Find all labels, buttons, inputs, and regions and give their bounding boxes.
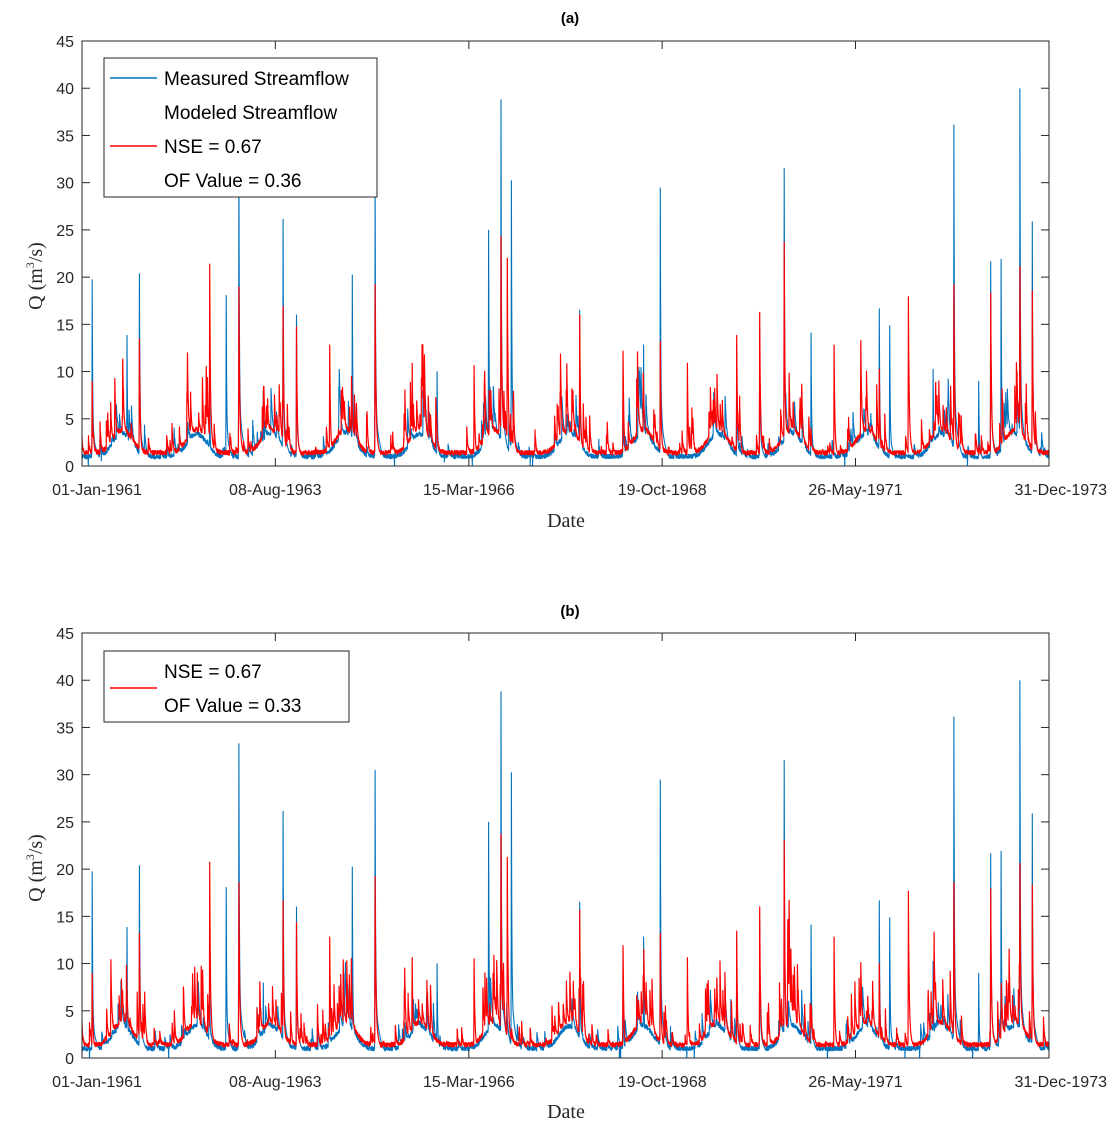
panel-b-axes-box: [81, 632, 1050, 1059]
panel-b-measured-line: [81, 680, 1050, 1059]
panel-a-legend-entry-3: NSE = 0.67: [164, 137, 262, 158]
panel-a-title: (a): [561, 10, 579, 27]
panel-b-y-tick-label: 45: [56, 626, 74, 643]
panel-a-y-label-main: Q (m: [25, 268, 47, 310]
panel-a-x-tick-label: 26-May-1971: [808, 482, 902, 499]
panel-b-x-tick-label: 15-Mar-1966: [423, 1074, 515, 1091]
panel-b-y-tick-label: 20: [56, 862, 74, 879]
panel-a-legend-entry-4: OF Value = 0.36: [164, 171, 301, 192]
panel-a-y-tick-label: 35: [56, 128, 74, 145]
panel-b-x-tick-label: 08-Aug-1963: [229, 1074, 322, 1091]
panel-b-y-tick-label: 10: [56, 957, 74, 974]
panel-b-y-tick-label: 0: [65, 1051, 74, 1068]
panel-b-modeled-line: [81, 833, 1050, 1048]
panel-b-y-tick-label: 25: [56, 815, 74, 832]
panel-a-x-tick-label: 01-Jan-1961: [52, 482, 142, 499]
panel-a: (a) 0 5 10 15 20 25 30 35 40 45 01-Jan-1961 08-Aug…: [23, 10, 1107, 532]
panel-a-series: [81, 88, 1050, 467]
panel-a-y-tick-label: 30: [56, 176, 74, 193]
panel-b-x-tick-label: 19-Oct-1968: [618, 1074, 707, 1091]
panel-b-y-label-end: /s): [25, 834, 47, 854]
panel-a-y-label-sup: 3: [23, 262, 37, 268]
panel-a-y-tick-label: 15: [56, 317, 74, 334]
panel-b-x-tick-label: 26-May-1971: [808, 1074, 902, 1091]
panel-b-legend-box: [103, 650, 350, 723]
panel-b-y-tick-label: 15: [56, 909, 74, 926]
panel-b-series: [81, 680, 1050, 1059]
panel-b-y-label: Q (m3/s): [23, 834, 47, 902]
panel-a-x-ticks: 01-Jan-1961 08-Aug-1963 15-Mar-1966 19-Oct-…: [52, 41, 1107, 499]
panel-a-x-tick-label: 31-Dec-1973: [1015, 482, 1108, 499]
panel-b-y-tick-label: 30: [56, 768, 74, 785]
panel-a-x-tick-label: 15-Mar-1966: [423, 482, 515, 499]
panel-b-x-tick-label: 31-Dec-1973: [1015, 1074, 1108, 1091]
panel-a-y-tick-label: 5: [65, 412, 74, 429]
panel-b-y-label-main: Q (m: [25, 860, 47, 902]
panel-a-y-tick-label: 40: [56, 81, 74, 98]
panel-a-y-ticks: 0 5 10 15 20 25 30 35 40 45: [56, 34, 1049, 476]
panel-b-title: (b): [560, 603, 579, 620]
panel-a-y-tick-label: 45: [56, 34, 74, 51]
panel-a-y-tick-label: 10: [56, 365, 74, 382]
panel-a-y-tick-label: 20: [56, 270, 74, 287]
panel-a-y-label: Q (m3/s): [23, 242, 47, 310]
panel-b-y-tick-label: 5: [65, 1004, 74, 1021]
panel-a-y-label-end: /s): [25, 242, 47, 262]
panel-b-y-tick-label: 40: [56, 673, 74, 690]
panel-b-x-tick-label: 01-Jan-1961: [52, 1074, 142, 1091]
panel-a-legend-entry-2: Modeled Streamflow: [164, 103, 337, 124]
panel-b-x-label: Date: [547, 1101, 585, 1123]
panel-a-y-tick-label: 25: [56, 223, 74, 240]
panel-a-axes-box: [81, 40, 1050, 467]
panel-b-legend-entry-1: NSE = 0.67: [164, 662, 262, 683]
panel-a-legend-entry-1: Measured Streamflow: [164, 69, 349, 90]
panel-b-legend: NSE = 0.67 OF Value = 0.33: [103, 650, 350, 723]
panel-b-legend-entry-2: OF Value = 0.33: [164, 696, 301, 717]
panel-b-x-ticks: 01-Jan-1961 08-Aug-1963 15-Mar-1966 19-Oct-…: [52, 633, 1107, 1091]
panel-b: (b) 0 5 10 15 20 25 30 35 40 45 01-Jan-1961 08-Aug…: [23, 603, 1107, 1123]
panel-a-legend: Measured Streamflow Modeled Streamflow N…: [103, 57, 378, 198]
panel-a-legend-box: [103, 57, 378, 198]
panel-a-y-tick-label: 0: [65, 459, 74, 476]
panel-b-y-tick-label: 35: [56, 720, 74, 737]
panel-a-x-tick-label: 08-Aug-1963: [229, 482, 322, 499]
panel-a-x-label: Date: [547, 510, 585, 532]
panel-b-y-label-sup: 3: [23, 854, 37, 860]
panel-b-y-ticks: 0 5 10 15 20 25 30 35 40 45: [56, 626, 1049, 1068]
panel-a-x-tick-label: 19-Oct-1968: [618, 482, 707, 499]
panel-a-modeled-line: [81, 235, 1050, 456]
